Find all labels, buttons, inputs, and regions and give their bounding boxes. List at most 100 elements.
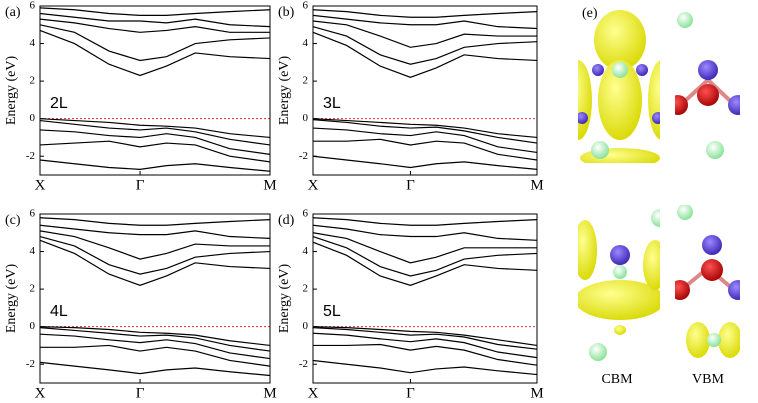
y-tick-label: 0: [30, 112, 36, 124]
band-line: [39, 12, 271, 28]
annotation: 5L: [323, 303, 341, 320]
band-line: [40, 344, 271, 367]
x-tick-label: X: [35, 385, 46, 401]
band-line: [39, 326, 271, 347]
band-line: [312, 9, 538, 18]
x-tick-label: X: [308, 177, 319, 193]
panel-label: (d): [278, 213, 295, 228]
band-line: [312, 31, 538, 78]
band-line: [312, 327, 538, 350]
y-tick-label: -2: [26, 358, 35, 370]
panel-label: (c): [5, 213, 21, 228]
band-line: [39, 239, 271, 286]
y-tick-label: -2: [299, 358, 308, 370]
band-plot: (a) Energy (eV) -2 0 2 4 6 X Γ M 2L: [4, 0, 276, 193]
y-axis-label: Energy (eV): [4, 264, 19, 334]
band-line: [312, 232, 537, 264]
band-line: [312, 241, 538, 286]
band-line: [39, 24, 271, 62]
annotation: 4L: [50, 303, 68, 320]
band-line: [313, 343, 538, 366]
cbm-bottom: [578, 209, 660, 361]
x-tick-label: Γ: [406, 177, 415, 193]
y-tick-label: 4: [303, 245, 309, 257]
x-tick-label: M: [263, 385, 276, 401]
band-line: [312, 224, 538, 241]
y-tick-label: -2: [26, 150, 35, 162]
band-line: [39, 230, 270, 260]
band-line: [39, 29, 271, 77]
panel-label: (a): [5, 5, 21, 20]
x-tick-label: M: [263, 177, 276, 193]
band-line: [39, 18, 270, 33]
column-label: CBM: [601, 372, 633, 387]
band-line: [39, 7, 271, 16]
y-tick-label: 0: [303, 112, 309, 124]
vbm-bottom: [675, 205, 740, 358]
column-label: VBM: [692, 372, 724, 387]
band-line: [312, 235, 538, 277]
y-tick-label: 0: [303, 320, 309, 332]
x-tick-label: Γ: [136, 385, 145, 401]
plot-frame: [312, 5, 538, 176]
band-line: [312, 332, 538, 359]
band-line: [39, 361, 271, 377]
band-line: [39, 129, 271, 155]
band-line: [312, 26, 538, 65]
annotation: 3L: [323, 95, 341, 112]
x-tick-label: Γ: [406, 385, 415, 401]
band-line: [312, 217, 538, 226]
plot-frame: [39, 5, 271, 176]
y-tick-label: 4: [30, 37, 36, 49]
y-axis-label: Energy (eV): [4, 56, 19, 126]
band-line: [312, 20, 537, 48]
panel-e: (e): [578, 6, 740, 387]
cbm-top: [578, 10, 660, 163]
annotation: 2L: [50, 95, 68, 112]
vbm-top: [675, 12, 740, 159]
band-line: [39, 159, 271, 172]
band-line: [39, 140, 271, 163]
band-line: [39, 327, 271, 352]
band-line: [312, 14, 538, 30]
band-plot: (b) Energy (eV) -2 0 2 4 6 X Γ M 3L: [277, 0, 543, 193]
x-tick-label: M: [530, 177, 543, 193]
band-line: [39, 235, 271, 275]
x-tick-label: Γ: [136, 177, 145, 193]
y-tick-label: 6: [30, 0, 36, 12]
y-axis-label: Energy (eV): [277, 264, 292, 334]
y-tick-label: 0: [30, 320, 36, 332]
y-tick-label: 4: [303, 37, 309, 49]
plot-frame: [312, 213, 538, 384]
band-plot: (c) Energy (eV) -2 0 2 4 6 X Γ M 4L: [4, 208, 276, 402]
x-tick-label: M: [530, 385, 543, 401]
plot-frame: [39, 213, 271, 384]
band-line: [39, 333, 271, 360]
band-line: [312, 127, 538, 154]
y-axis-label: Energy (eV): [277, 56, 292, 126]
band-plots: (a) Energy (eV) -2 0 2 4 6 X Γ M 2L (b) Energy (eV) -…: [4, 0, 543, 401]
band-line: [312, 359, 538, 376]
band-plot: (d) Energy (eV) -2 0 2 4 6 X Γ M 5L: [277, 208, 543, 402]
band-line: [312, 155, 538, 170]
y-tick-label: -2: [299, 150, 308, 162]
y-tick-label: 2: [30, 283, 36, 295]
panel-label: (b): [278, 5, 295, 20]
x-tick-label: X: [308, 385, 319, 401]
y-tick-label: 6: [30, 208, 36, 220]
y-tick-label: 2: [303, 283, 309, 295]
band-line: [39, 119, 271, 146]
panel-label: (e): [582, 6, 598, 21]
y-tick-label: 6: [303, 0, 309, 12]
band-line: [312, 326, 538, 347]
y-tick-label: 2: [30, 75, 36, 87]
band-line: [312, 118, 538, 139]
band-line: [39, 224, 271, 240]
y-tick-label: 6: [303, 208, 309, 220]
band-line: [312, 119, 538, 144]
band-line: [39, 217, 271, 226]
y-tick-label: 2: [303, 75, 309, 87]
band-line: [313, 138, 538, 161]
